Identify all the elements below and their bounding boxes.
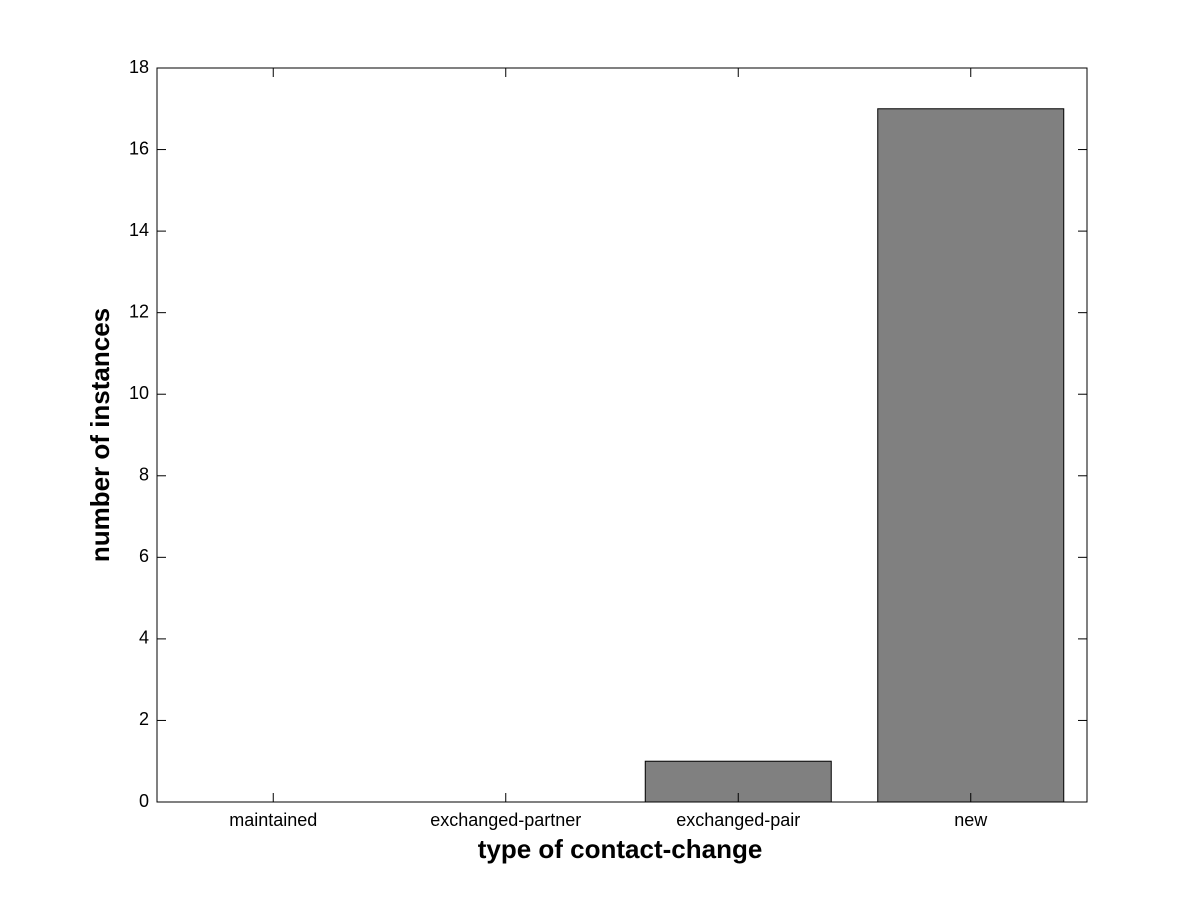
y-tick-label: 16 [129,138,149,158]
y-tick-label: 10 [129,383,149,403]
x-tick-label: new [954,810,988,830]
x-tick-label: exchanged-pair [676,810,800,830]
y-tick-label: 4 [139,628,149,648]
y-tick-label: 0 [139,791,149,811]
y-tick-label: 2 [139,709,149,729]
bar [877,108,1065,803]
y-tick-label: 12 [129,301,149,321]
y-tick-label: 14 [129,220,149,240]
y-tick-label: 6 [139,546,149,566]
y-axis-label: number of instances [85,308,115,562]
x-tick-label: exchanged-partner [430,810,581,830]
x-axis-label: type of contact-change [478,834,763,864]
y-tick-label: 8 [139,465,149,485]
x-tick-label: maintained [229,810,317,830]
plot-frame [156,67,1088,803]
y-tick-label: 18 [129,57,149,77]
